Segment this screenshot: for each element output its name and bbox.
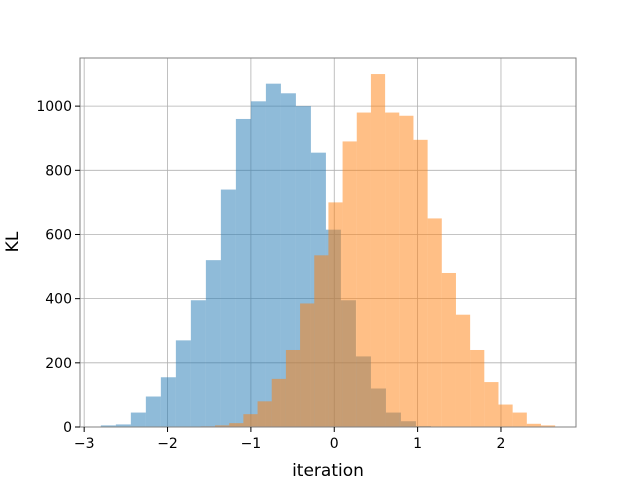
histogram-bar-series-2 bbox=[470, 349, 485, 427]
y-tick-label: 0 bbox=[63, 420, 72, 436]
histogram-bar-series-1 bbox=[265, 83, 281, 428]
histogram-bars bbox=[100, 74, 556, 428]
x-tick-label: 2 bbox=[497, 436, 506, 452]
y-axis-label: KL bbox=[3, 231, 23, 252]
histogram-bar-series-2 bbox=[540, 425, 556, 427]
x-axis-label: iteration bbox=[292, 461, 364, 480]
histogram-bar-series-2 bbox=[271, 378, 286, 427]
histogram-bar-series-2 bbox=[484, 382, 499, 427]
histogram-bar-series-2 bbox=[427, 218, 442, 427]
histogram-bar-series-2 bbox=[455, 314, 471, 427]
x-tick-label: 1 bbox=[413, 436, 422, 452]
histogram-bar-series-2 bbox=[413, 139, 428, 428]
histogram-bar-series-1 bbox=[220, 189, 236, 427]
x-tick-label: −2 bbox=[157, 436, 178, 452]
histogram-bar-series-1 bbox=[205, 260, 221, 427]
histogram-bar-series-1 bbox=[130, 412, 146, 427]
histogram-bar-series-2 bbox=[385, 112, 400, 428]
histogram-bar-series-2 bbox=[399, 115, 414, 427]
histogram-bar-series-2 bbox=[328, 202, 343, 427]
histogram-bar-series-1 bbox=[160, 377, 176, 427]
histogram-bar-series-2 bbox=[512, 412, 527, 427]
histogram-bar-series-1 bbox=[250, 101, 266, 428]
y-tick-label: 800 bbox=[45, 163, 72, 179]
y-tick-label: 200 bbox=[45, 356, 72, 372]
x-tick-label: 0 bbox=[330, 436, 339, 452]
histogram-bar-series-2 bbox=[243, 414, 258, 427]
x-tick-label: −3 bbox=[74, 436, 95, 452]
y-tick-label: 1000 bbox=[36, 99, 72, 115]
histogram-bar-series-1 bbox=[145, 396, 161, 427]
histogram-bar-series-2 bbox=[342, 141, 357, 427]
y-tick-label: 400 bbox=[45, 292, 72, 308]
y-tick-label: 600 bbox=[45, 227, 72, 243]
histogram-bar-series-1 bbox=[100, 425, 116, 427]
axis-ticks: −3 −2 −1 0 1 2 0 200 400 600 800 1000 bbox=[36, 99, 505, 452]
histogram-bar-series-1 bbox=[115, 424, 131, 427]
histogram-bar-series-2 bbox=[257, 401, 272, 427]
histogram-bar-series-1 bbox=[175, 340, 191, 427]
histogram-bar-series-2 bbox=[526, 423, 541, 427]
plot-frame bbox=[79, 57, 577, 428]
histogram-bar-series-1 bbox=[190, 300, 206, 427]
histogram-bar-series-2 bbox=[300, 303, 315, 427]
histogram-bar-series-2 bbox=[356, 112, 371, 428]
x-tick-label: −1 bbox=[241, 436, 262, 452]
histogram-bar-series-1 bbox=[280, 93, 296, 427]
histogram-bar-series-2 bbox=[215, 425, 230, 427]
histogram-bar-series-2 bbox=[370, 74, 386, 427]
histogram-bar-series-2 bbox=[229, 423, 244, 427]
histogram-bar-series-2 bbox=[285, 349, 301, 427]
histogram-bar-series-1 bbox=[235, 118, 251, 428]
histogram-bar-series-2 bbox=[498, 404, 513, 427]
histogram-bar-series-2 bbox=[441, 272, 456, 427]
histogram-bar-series-2 bbox=[314, 255, 329, 427]
